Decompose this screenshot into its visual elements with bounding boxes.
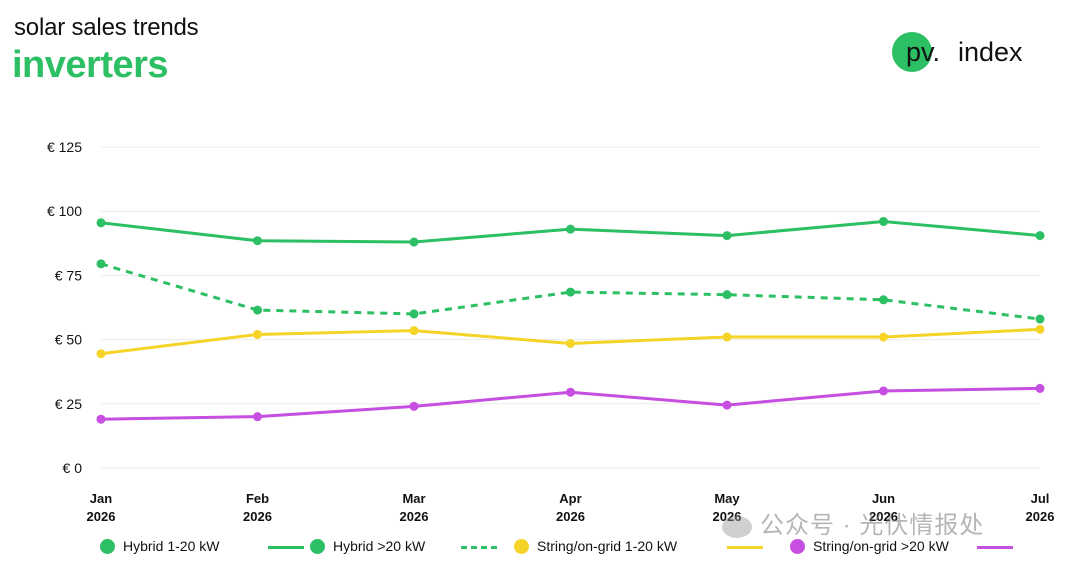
data-point	[722, 290, 732, 300]
x-tick-label: Jan 2026	[87, 491, 116, 524]
data-point	[1035, 314, 1045, 324]
data-point	[253, 236, 262, 246]
legend-marker-icon	[790, 539, 805, 554]
data-point	[566, 287, 575, 297]
x-tick-label: Jun 2026	[869, 491, 898, 524]
data-point	[722, 400, 732, 410]
y-tick-label: € 50	[55, 332, 82, 348]
legend-label: String/on-grid 1-20 kW	[537, 538, 678, 554]
data-point	[879, 295, 888, 305]
x-tick-label: Mar 2026	[400, 491, 429, 524]
data-point	[96, 349, 106, 359]
data-point	[566, 338, 575, 348]
line-chart: € 0 € 25 € 50 € 75 € 100 € 125 Jan 2026 Feb 2026 M…	[47, 139, 1055, 524]
data-point	[1035, 324, 1045, 334]
wechat-icon	[722, 515, 752, 538]
chart-legend: Hybrid 1-20 kW Hybrid >20 kW String/on-gri…	[100, 536, 1060, 558]
data-point	[566, 224, 575, 234]
pv-index-logo: pv. index	[892, 32, 1042, 72]
logo-text: index	[958, 37, 1023, 67]
logo-circle-icon	[892, 32, 932, 72]
data-point	[409, 309, 419, 319]
watermark-text: 公众号 · 光伏情报处	[760, 512, 985, 539]
legend-line-swatch	[977, 546, 1013, 549]
data-point	[879, 332, 888, 342]
legend-label: String/on-grid >20 kW	[813, 538, 949, 554]
data-point	[409, 326, 419, 336]
data-point	[253, 329, 262, 339]
data-point	[1035, 383, 1045, 393]
y-tick-label: € 125	[47, 139, 82, 155]
x-tick-label: Jul 2026	[1026, 491, 1055, 524]
legend-label: Hybrid 1-20 kW	[123, 538, 220, 554]
y-tick-label: € 75	[55, 267, 82, 283]
data-point	[879, 386, 888, 396]
legend-marker-icon	[310, 539, 325, 554]
data-point	[409, 237, 419, 247]
x-tick-label: Feb 2026	[243, 491, 272, 524]
data-point	[722, 231, 732, 241]
y-tick-label: € 100	[47, 203, 82, 219]
data-point	[1035, 231, 1045, 241]
data-point	[96, 218, 106, 228]
data-point	[409, 401, 419, 411]
watermark: 公众号 · 光伏情报处	[722, 505, 984, 540]
data-point	[566, 387, 575, 397]
data-point	[253, 412, 262, 422]
legend-line-swatch	[268, 546, 304, 549]
chart-title: inverters	[12, 44, 169, 86]
legend-line-swatch	[461, 546, 497, 549]
data-point	[96, 259, 106, 269]
data-point	[253, 305, 262, 315]
data-point	[722, 332, 732, 342]
y-tick-label: € 0	[63, 460, 83, 476]
x-tick-label: Apr 2026	[556, 491, 585, 524]
legend-line-swatch	[727, 546, 763, 549]
y-tick-label: € 25	[55, 396, 82, 412]
legend-label: Hybrid >20 kW	[333, 538, 426, 554]
data-point	[879, 216, 888, 226]
x-tick-label: May 2026	[713, 491, 742, 524]
data-point	[96, 414, 106, 424]
legend-marker-icon	[100, 539, 115, 554]
chart-subtitle: solar sales trends	[14, 14, 199, 41]
legend-marker-icon	[514, 539, 529, 554]
logo-mark: pv.	[906, 37, 941, 67]
